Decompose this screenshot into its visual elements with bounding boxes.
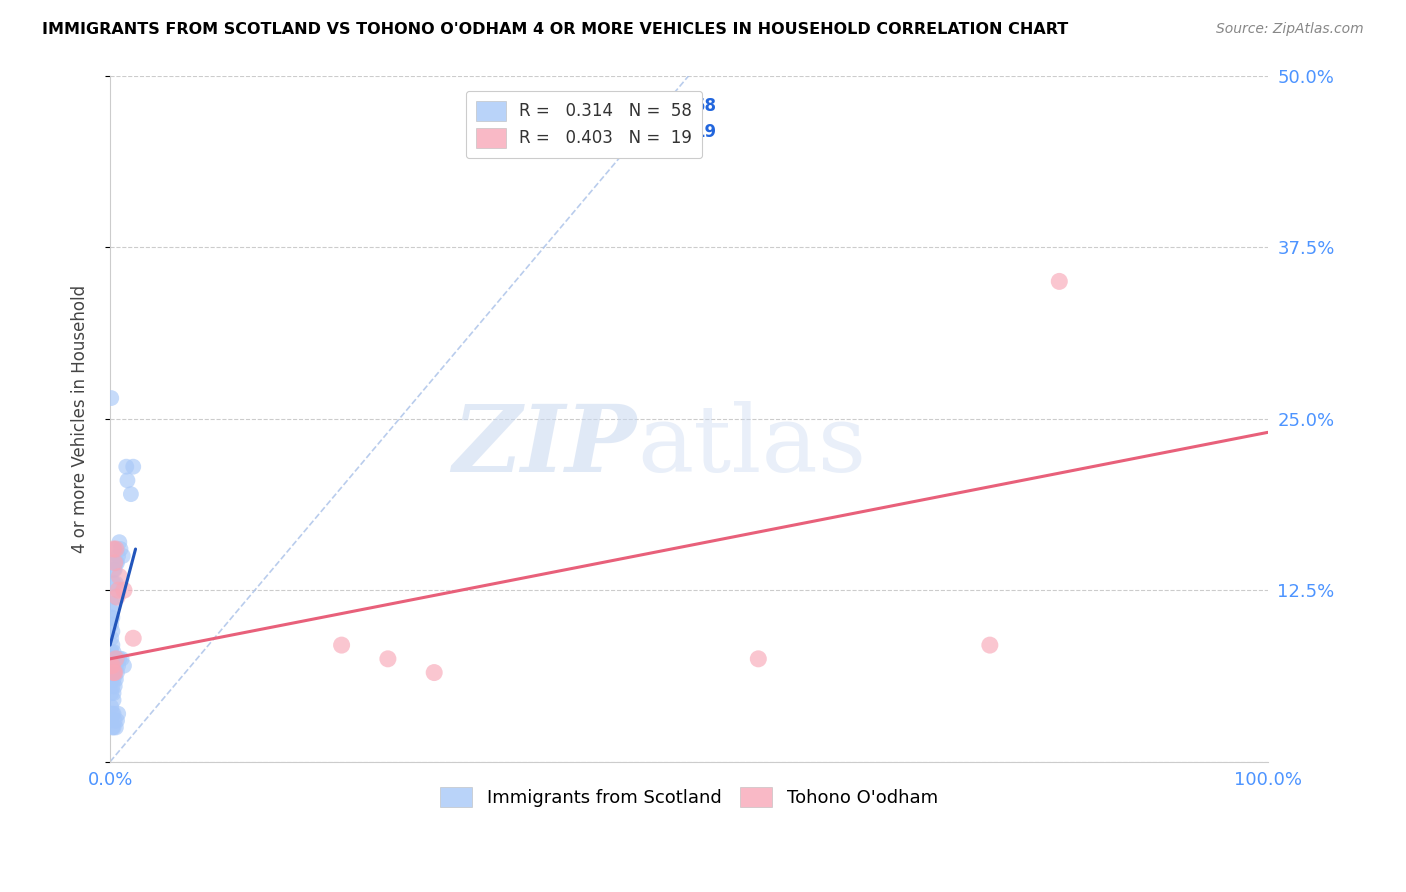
Point <box>103 563 125 577</box>
Point <box>107 583 129 598</box>
Point <box>108 652 131 666</box>
Point <box>112 658 135 673</box>
Point <box>100 617 122 632</box>
Point <box>101 624 124 639</box>
Point <box>107 706 129 721</box>
Point <box>122 459 145 474</box>
Point <box>104 652 127 666</box>
Point <box>122 632 145 646</box>
Point <box>330 638 353 652</box>
Point <box>120 487 142 501</box>
Point <box>103 576 125 591</box>
Point <box>112 583 135 598</box>
Point <box>101 658 124 673</box>
Point <box>103 665 125 680</box>
Text: IMMIGRANTS FROM SCOTLAND VS TOHONO O'ODHAM 4 OR MORE VEHICLES IN HOUSEHOLD CORRE: IMMIGRANTS FROM SCOTLAND VS TOHONO O'ODH… <box>42 22 1069 37</box>
Point <box>104 556 127 570</box>
Point <box>101 665 124 680</box>
Point <box>100 391 122 405</box>
Point <box>117 474 139 488</box>
Point <box>111 549 134 563</box>
Point <box>423 665 446 680</box>
Point <box>108 535 131 549</box>
Point <box>115 459 138 474</box>
Point <box>103 706 125 721</box>
Point <box>105 714 128 728</box>
Point <box>104 679 127 693</box>
Point <box>100 604 122 618</box>
Point <box>105 556 128 570</box>
Point <box>101 652 124 666</box>
Point <box>104 665 127 680</box>
Point <box>101 679 124 693</box>
Point <box>101 597 124 611</box>
Point <box>100 673 122 687</box>
Y-axis label: 4 or more Vehicles in Household: 4 or more Vehicles in Household <box>72 285 89 553</box>
Point <box>103 542 125 557</box>
Point <box>104 652 127 666</box>
Point <box>104 556 127 570</box>
Text: Source: ZipAtlas.com: Source: ZipAtlas.com <box>1216 22 1364 37</box>
Point <box>103 693 125 707</box>
Point <box>107 658 129 673</box>
Point <box>101 706 124 721</box>
Point <box>108 569 131 583</box>
Point <box>100 610 122 624</box>
Point <box>105 652 128 666</box>
Point <box>1047 274 1070 288</box>
Point <box>101 638 124 652</box>
Point <box>110 542 132 557</box>
Text: atlas: atlas <box>637 401 866 491</box>
Point <box>100 632 122 646</box>
Point <box>377 652 399 666</box>
Point <box>103 645 125 659</box>
Point <box>104 542 127 557</box>
Point <box>979 638 1001 652</box>
Point <box>104 576 127 591</box>
Legend: Immigrants from Scotland, Tohono O'odham: Immigrants from Scotland, Tohono O'odham <box>433 780 945 814</box>
Point <box>101 610 124 624</box>
Point <box>103 673 125 687</box>
Point <box>104 721 127 735</box>
Point <box>101 721 124 735</box>
Point <box>104 590 127 604</box>
Point <box>107 549 129 563</box>
Point <box>105 590 128 604</box>
Point <box>104 665 127 680</box>
Text: 0.403: 0.403 <box>586 123 640 141</box>
Point <box>103 721 125 735</box>
Point <box>100 714 122 728</box>
Point <box>100 658 122 673</box>
Point <box>103 658 125 673</box>
Point <box>104 563 127 577</box>
Text: 19: 19 <box>693 123 717 141</box>
Text: ZIP: ZIP <box>453 401 637 491</box>
Point <box>747 652 769 666</box>
Text: 58: 58 <box>693 97 717 115</box>
Point <box>100 699 122 714</box>
Point <box>105 665 128 680</box>
Text: 0.314: 0.314 <box>586 97 640 115</box>
Point <box>100 686 122 700</box>
Point <box>104 673 127 687</box>
Point <box>100 658 122 673</box>
Point <box>104 658 127 673</box>
Point <box>104 542 127 557</box>
Point <box>100 645 122 659</box>
Point <box>104 714 127 728</box>
Point <box>103 686 125 700</box>
Point <box>111 652 134 666</box>
